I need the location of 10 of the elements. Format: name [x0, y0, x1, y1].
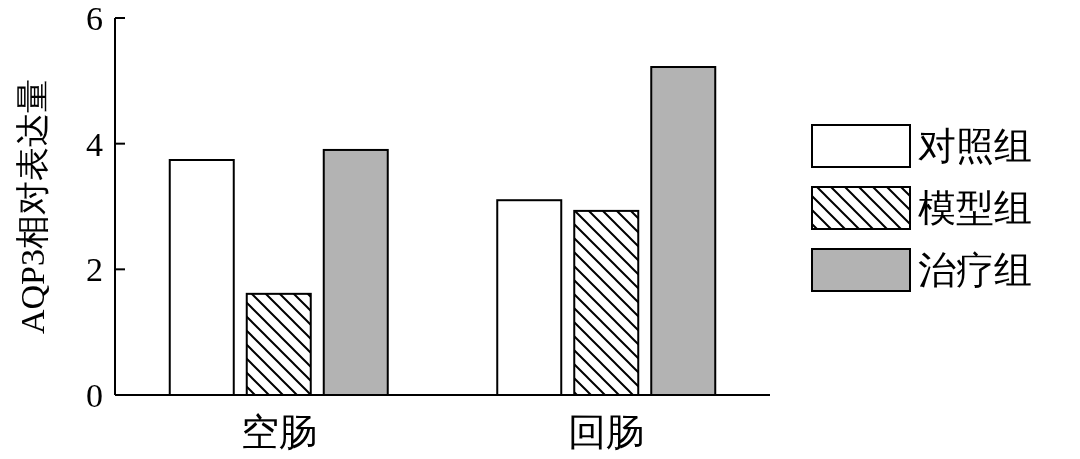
legend-label: 对照组: [918, 125, 1032, 167]
y-tick-label: 2: [86, 251, 103, 289]
y-axis-title: AQP3相对表达量: [14, 78, 51, 335]
legend-label: 治疗组: [918, 249, 1032, 291]
legend-label: 模型组: [918, 187, 1032, 229]
y-tick-label: 4: [86, 125, 103, 163]
y-tick-label: 6: [86, 0, 103, 37]
y-tick-label: 0: [86, 377, 103, 414]
x-tick-label: 回肠: [568, 411, 645, 453]
x-tick-label: 空肠: [240, 411, 317, 453]
